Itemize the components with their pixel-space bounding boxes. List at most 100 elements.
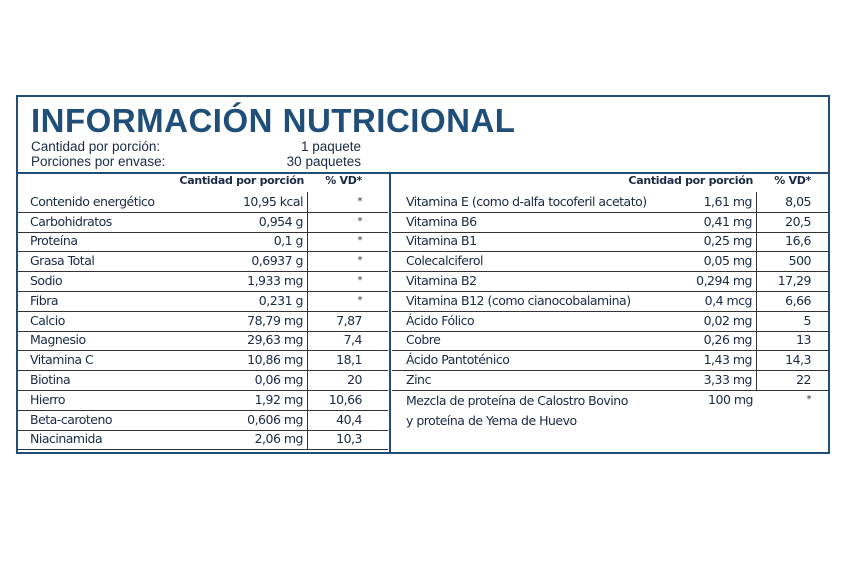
nutrient-amount: 0,606 mg bbox=[178, 409, 308, 430]
table-header: Cantidad por porción % VD* bbox=[18, 174, 388, 191]
nutrient-name: Fibra bbox=[30, 292, 59, 308]
nutrient-dv: * bbox=[357, 195, 363, 207]
nutrient-name: Proteína bbox=[30, 233, 78, 249]
table-row: Vitamina E (como d-alfa tocoferil acetat… bbox=[392, 192, 828, 213]
nutrient-name: Ácido Pantoténico bbox=[406, 352, 510, 368]
header-amount: Cantidad por porción bbox=[628, 174, 753, 187]
serving-size: Cantidad por porción: 1 paquete bbox=[31, 139, 361, 155]
nutrient-amount: 0,231 g bbox=[178, 291, 308, 311]
nutrient-amount: 10,86 mg bbox=[178, 350, 308, 371]
nutrient-dv: * bbox=[357, 274, 363, 286]
nutrient-dv: 500 bbox=[788, 253, 812, 269]
nutrient-dv: 16,6 bbox=[785, 233, 811, 249]
header-nutrient bbox=[392, 189, 642, 191]
header-dv: % VD* bbox=[774, 174, 811, 187]
servings-per-container-value: 30 paquetes bbox=[286, 154, 361, 169]
nutrient-name: Magnesio bbox=[30, 332, 86, 348]
nutrient-dv: * bbox=[357, 235, 363, 247]
nutrient-amount: 3,33 mg bbox=[642, 370, 757, 390]
nutrient-dv: * bbox=[357, 215, 363, 227]
nutrient-amount: 0,294 mg bbox=[642, 271, 757, 291]
nutrient-amount: 0,06 mg bbox=[178, 370, 308, 390]
table-row: Carbohidratos 0,954 g * bbox=[18, 211, 388, 233]
nutrient-name: Biotina bbox=[30, 371, 71, 387]
nutrient-dv: 20 bbox=[347, 371, 362, 387]
table-row: Grasa Total 0,6937 g * bbox=[18, 251, 388, 273]
table-row: Vitamina B6 0,41 mg 20,5 bbox=[392, 211, 828, 233]
table-header: Cantidad por porción % VD* bbox=[392, 174, 828, 191]
nutrient-name: Niacinamida bbox=[30, 431, 103, 447]
table-row: Fibra 0,231 g * bbox=[18, 291, 388, 312]
nutrient-amount: 0,1 g bbox=[178, 231, 308, 252]
nutrient-amount: 1,61 mg bbox=[642, 192, 757, 212]
nutrient-dv: 5 bbox=[803, 312, 812, 328]
table-row: Hierro 1,92 mg 10,66 bbox=[18, 390, 388, 411]
nutrient-name: Cobre bbox=[406, 332, 441, 348]
nutrient-name: Vitamina B2 bbox=[406, 272, 477, 288]
nutrient-dv: 8,05 bbox=[785, 193, 811, 209]
table-row: Colecalciferol 0,05 mg 500 bbox=[392, 251, 828, 273]
nutrient-name: Grasa Total bbox=[30, 253, 95, 269]
header-dv: % VD* bbox=[325, 174, 362, 187]
nutrient-name: Vitamina B1 bbox=[406, 233, 477, 249]
table-row: Zinc 3,33 mg 22 bbox=[392, 370, 828, 391]
table-row: Contenido energético 10,95 kcal * bbox=[18, 192, 388, 213]
nutrient-name: Vitamina B12 (como cianocobalamina) bbox=[406, 292, 631, 308]
nutrient-name: Beta-caroteno bbox=[30, 411, 113, 427]
nutrient-amount: 10,95 kcal bbox=[178, 192, 308, 212]
header-divider bbox=[18, 172, 828, 174]
nutrient-dv: * bbox=[357, 294, 363, 306]
table-row: Vitamina B2 0,294 mg 17,29 bbox=[392, 271, 828, 292]
nutrient-name: Mezcla de proteína de Calostro Bovino y … bbox=[406, 393, 628, 428]
nutrient-amount: 0,25 mg bbox=[642, 231, 757, 252]
header-amount: Cantidad por porción bbox=[179, 174, 304, 187]
table-row: Proteína 0,1 g * bbox=[18, 231, 388, 253]
nutrient-dv: 13 bbox=[796, 332, 811, 348]
table-row: Magnesio 29,63 mg 7,4 bbox=[18, 330, 388, 352]
table-row: Vitamina B12 (como cianocobalamina) 0,4 m… bbox=[392, 291, 828, 312]
nutrient-amount: 1,933 mg bbox=[178, 271, 308, 291]
nutrient-amount: 29,63 mg bbox=[178, 330, 308, 351]
nutrient-amount: 0,41 mg bbox=[642, 211, 757, 232]
nutrient-dv: 40,4 bbox=[336, 411, 362, 427]
nutrient-dv: 22 bbox=[796, 371, 811, 387]
page-title: INFORMACIÓN NUTRICIONAL bbox=[31, 102, 516, 139]
nutrient-amount: 0,02 mg bbox=[642, 310, 757, 331]
nutrient-dv: 6,66 bbox=[785, 292, 811, 308]
nutrition-facts-panel: INFORMACIÓN NUTRICIONAL Cantidad por por… bbox=[16, 95, 830, 454]
header-nutrient bbox=[18, 189, 178, 191]
nutrient-name: Vitamina C bbox=[30, 352, 94, 368]
nutrient-dv: * bbox=[357, 255, 363, 267]
nutrient-amount: 100 mg bbox=[708, 392, 753, 407]
nutrient-name: Ácido Fólico bbox=[406, 312, 475, 328]
nutrient-name: Sodio bbox=[30, 272, 63, 288]
nutrient-amount: 0,6937 g bbox=[178, 251, 308, 272]
nutrient-amount: 2,06 mg bbox=[178, 429, 308, 450]
nutrient-name: Vitamina E (como d-alfa tocoferil acetat… bbox=[406, 193, 647, 209]
nutrient-name: Vitamina B6 bbox=[406, 213, 477, 229]
serving-size-value: 1 paquete bbox=[300, 139, 361, 154]
nutrient-name: Calcio bbox=[30, 312, 65, 328]
servings-per-container-label: Porciones por envase: bbox=[31, 154, 166, 169]
nutrient-amount: 1,43 mg bbox=[642, 350, 757, 371]
nutrient-dv: 20,5 bbox=[785, 213, 811, 229]
nutrient-name: Zinc bbox=[406, 371, 431, 387]
nutrient-dv: 7,87 bbox=[336, 312, 362, 328]
column-divider bbox=[389, 174, 391, 452]
table-row: Ácido Pantoténico 1,43 mg 14,3 bbox=[392, 350, 828, 372]
serving-size-label: Cantidad por porción: bbox=[31, 139, 161, 154]
table-row: Biotina 0,06 mg 20 bbox=[18, 370, 388, 391]
nutrient-name: Contenido energético bbox=[30, 193, 155, 209]
nutrient-name: Carbohidratos bbox=[30, 213, 112, 229]
table-row: Sodio 1,933 mg * bbox=[18, 271, 388, 292]
table-row: Mezcla de proteína de Calostro Bovino y … bbox=[392, 390, 828, 430]
nutrient-dv: 7,4 bbox=[343, 332, 363, 348]
nutrient-dv: 18,1 bbox=[336, 352, 362, 368]
table-row: Vitamina B1 0,25 mg 16,6 bbox=[392, 231, 828, 253]
table-row: Vitamina C 10,86 mg 18,1 bbox=[18, 350, 388, 372]
nutrient-name: Colecalciferol bbox=[406, 253, 483, 269]
nutrient-dv: 14,3 bbox=[785, 352, 811, 368]
table-row: Niacinamida 2,06 mg 10,3 bbox=[18, 429, 388, 451]
table-row: Ácido Fólico 0,02 mg 5 bbox=[392, 310, 828, 332]
table-row: Cobre 0,26 mg 13 bbox=[392, 330, 828, 352]
